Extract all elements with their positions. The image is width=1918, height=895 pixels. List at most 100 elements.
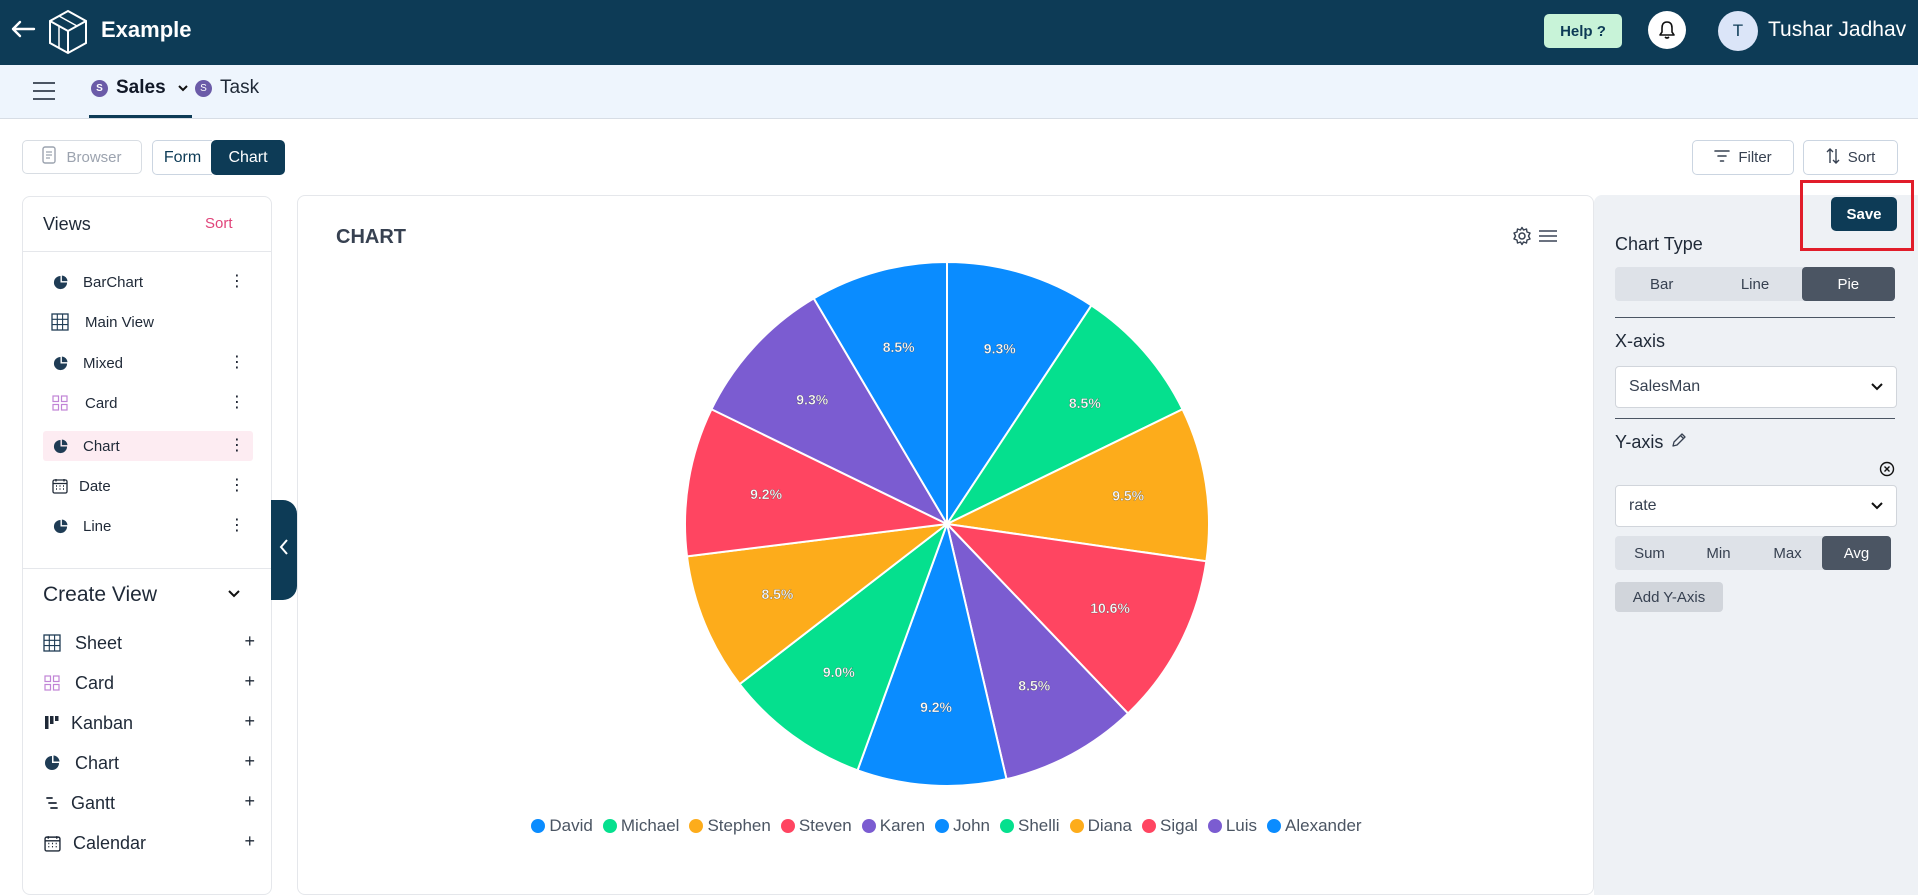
legend-item-luis[interactable]: Luis — [1207, 816, 1258, 836]
add-y-axis-button[interactable]: Add Y-Axis — [1615, 582, 1723, 612]
view-item-main-view[interactable]: Main View — [43, 307, 253, 337]
legend-item-shelli[interactable]: Shelli — [1000, 816, 1060, 836]
pie-chart: 9.3% 8.5% 9.5% 10.6% 8.5% 9.2% 9.0% 8.5% 9.2% 9.3… — [684, 260, 1210, 787]
chart-type-pie[interactable]: Pie — [1801, 267, 1895, 301]
gantt-icon — [43, 794, 61, 812]
pie-slice-sigal[interactable] — [684, 407, 951, 558]
aggregation-min[interactable]: Min — [1706, 544, 1731, 562]
legend-item-steven[interactable]: Steven — [780, 816, 852, 836]
form-toggle-button[interactable]: Form — [152, 140, 212, 175]
clear-circle-icon[interactable] — [1879, 461, 1895, 477]
collapse-sidebar-button[interactable] — [271, 500, 297, 600]
plus-icon[interactable]: + — [244, 751, 255, 771]
legend-item-john[interactable]: John — [935, 816, 990, 836]
pie-slice-diana[interactable] — [685, 522, 951, 686]
legend-item-diana[interactable]: Diana — [1069, 816, 1132, 836]
pie-slice-alexander[interactable] — [812, 260, 948, 528]
legend-label: Stephen — [707, 816, 771, 835]
legend-item-karen[interactable]: Karen — [861, 816, 925, 836]
create-sheet[interactable]: Sheet + — [43, 628, 255, 658]
chart-type-line[interactable]: Line — [1740, 275, 1770, 293]
filter-icon — [1714, 149, 1731, 166]
more-vertical-icon[interactable]: ⋮ — [229, 477, 245, 494]
views-title: Views — [43, 214, 91, 234]
pie-slice-shelli[interactable] — [738, 521, 950, 772]
plus-icon[interactable]: + — [244, 831, 255, 851]
create-chart[interactable]: Chart + — [43, 748, 255, 778]
legend-dot — [780, 819, 795, 833]
more-vertical-icon[interactable]: ⋮ — [229, 437, 245, 454]
y-axis-select[interactable]: rate — [1615, 485, 1897, 527]
logo-icon — [46, 8, 90, 56]
aggregation-sum[interactable]: Sum — [1634, 544, 1665, 562]
avatar[interactable]: T — [1718, 11, 1758, 51]
legend-item-alexander[interactable]: Alexander — [1267, 816, 1362, 836]
pie-chart-icon — [51, 517, 69, 535]
legend-item-michael[interactable]: Michael — [602, 816, 679, 836]
view-item-chart[interactable]: Chart ⋮ — [43, 431, 253, 461]
tab-sales[interactable]: S Sales — [91, 77, 188, 99]
views-sort-link[interactable]: Sort — [205, 215, 233, 232]
save-button[interactable]: Save — [1831, 197, 1897, 231]
view-item-barchart[interactable]: BarChart ⋮ — [43, 267, 253, 297]
view-item-date[interactable]: Date ⋮ — [43, 471, 253, 501]
pie-slice-david[interactable] — [946, 260, 1093, 528]
sort-button[interactable]: Sort — [1803, 140, 1898, 175]
x-axis-select[interactable]: SalesMan — [1615, 366, 1897, 408]
chevron-down-icon[interactable] — [177, 81, 188, 95]
chevron-down-icon[interactable] — [228, 585, 240, 601]
pie-slice-label: 8.5% — [883, 339, 915, 355]
more-vertical-icon[interactable]: ⋮ — [229, 394, 245, 411]
pie-slice-steven[interactable] — [944, 522, 1208, 715]
plus-icon[interactable]: + — [244, 631, 255, 651]
view-item-card[interactable]: Card ⋮ — [43, 388, 253, 418]
create-gantt[interactable]: Gantt + — [43, 788, 255, 818]
legend-label: Steven — [798, 816, 852, 835]
menu-lines-icon[interactable] — [1538, 226, 1558, 251]
more-vertical-icon[interactable]: ⋮ — [229, 354, 245, 371]
legend-item-david[interactable]: David — [531, 816, 593, 836]
more-vertical-icon[interactable]: ⋮ — [229, 273, 245, 290]
chart-type-bar[interactable]: Bar — [1649, 275, 1674, 293]
aggregation-max[interactable]: Max — [1773, 544, 1802, 562]
create-calendar[interactable]: Calendar + — [43, 828, 255, 858]
filter-button[interactable]: Filter — [1692, 140, 1794, 175]
pie-slice-luis[interactable] — [710, 297, 950, 527]
chart-panel: CHART 9.3% 8.5% 9.5% 10.6% 8.5% 9.2% 9.0% 8.5% 9… — [297, 195, 1594, 895]
view-item-mixed[interactable]: Mixed ⋮ — [43, 348, 253, 378]
pie-slice-michael[interactable] — [944, 304, 1184, 527]
create-item-label: Chart — [75, 752, 120, 773]
view-item-label: Mixed — [83, 354, 124, 372]
more-vertical-icon[interactable]: ⋮ — [229, 517, 245, 534]
help-button[interactable]: Help ? — [1544, 14, 1622, 48]
hamburger-menu-icon[interactable] — [33, 82, 55, 100]
tab-badge: S — [91, 79, 108, 97]
chart-toggle-button[interactable]: Chart — [211, 140, 285, 175]
pie-slice-label: 10.6% — [1090, 600, 1130, 616]
plus-icon[interactable]: + — [244, 791, 255, 811]
legend-item-stephen[interactable]: Stephen — [689, 816, 771, 836]
create-kanban[interactable]: Kanban + — [43, 708, 255, 738]
pie-slice-john[interactable] — [856, 520, 1008, 787]
pencil-icon[interactable] — [1671, 432, 1687, 453]
back-arrow-icon[interactable] — [8, 14, 38, 44]
legend-item-sigal[interactable]: Sigal — [1142, 816, 1198, 836]
top-bar: Example Help ? T Tushar Jadhav — [0, 0, 1918, 65]
save-highlight-box — [1800, 180, 1914, 251]
pie-slice-stephen[interactable] — [943, 407, 1210, 563]
pie-slice-label: 8.5% — [1069, 395, 1101, 411]
create-card[interactable]: Card + — [43, 668, 255, 698]
tab-task[interactable]: S Task — [195, 77, 259, 99]
gear-icon[interactable] — [1512, 226, 1532, 251]
view-item-line[interactable]: Line ⋮ — [43, 511, 253, 541]
divider — [1615, 317, 1895, 318]
notification-bell-icon[interactable] — [1648, 11, 1686, 49]
plus-icon[interactable]: + — [244, 671, 255, 691]
browser-button[interactable]: Browser — [22, 140, 142, 174]
legend-label: Luis — [1225, 816, 1258, 835]
aggregation-avg[interactable]: Avg — [1822, 536, 1891, 570]
pie-slice-label: 9.3% — [796, 392, 828, 408]
plus-icon[interactable]: + — [244, 711, 255, 731]
user-name[interactable]: Tushar Jadhav — [1768, 18, 1907, 41]
legend-dot — [1000, 819, 1014, 833]
